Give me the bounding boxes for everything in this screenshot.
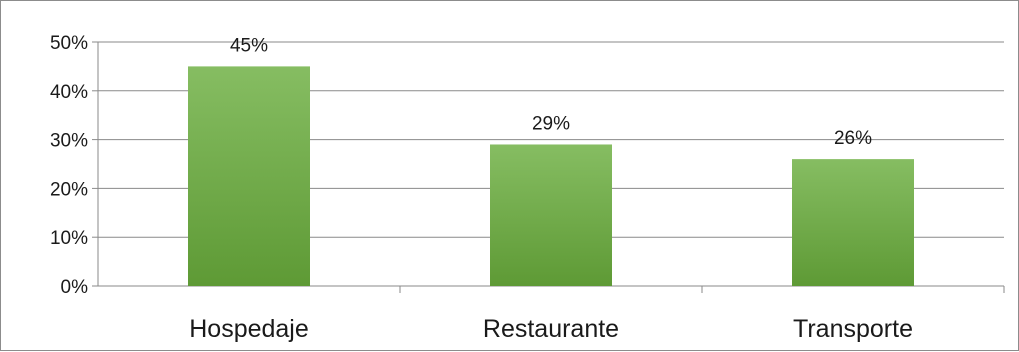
category-label-restaurante: Restaurante <box>483 315 619 343</box>
bar-transporte <box>792 159 914 286</box>
y-axis-tick-labels: 0% 10% 20% 30% 40% 50% <box>50 33 88 298</box>
y-tick-label: 0% <box>61 277 89 298</box>
data-label-hospedaje: 45% <box>230 35 268 56</box>
data-labels: 45% 29% 26% <box>230 35 872 149</box>
y-tick-label: 10% <box>50 228 88 249</box>
bar-restaurante <box>490 144 612 286</box>
y-tick-label: 30% <box>50 131 88 152</box>
category-label-transporte: Transporte <box>793 315 913 343</box>
data-label-transporte: 26% <box>834 128 872 149</box>
x-axis-category-labels: Hospedaje Restaurante Transporte <box>189 315 913 343</box>
bar-hospedaje <box>188 66 310 287</box>
y-tick-label: 40% <box>50 82 88 103</box>
y-tick-label: 20% <box>50 179 88 200</box>
data-label-restaurante: 29% <box>532 113 570 134</box>
category-label-hospedaje: Hospedaje <box>189 315 309 343</box>
y-tick-label: 50% <box>50 33 88 54</box>
bars <box>188 66 914 287</box>
